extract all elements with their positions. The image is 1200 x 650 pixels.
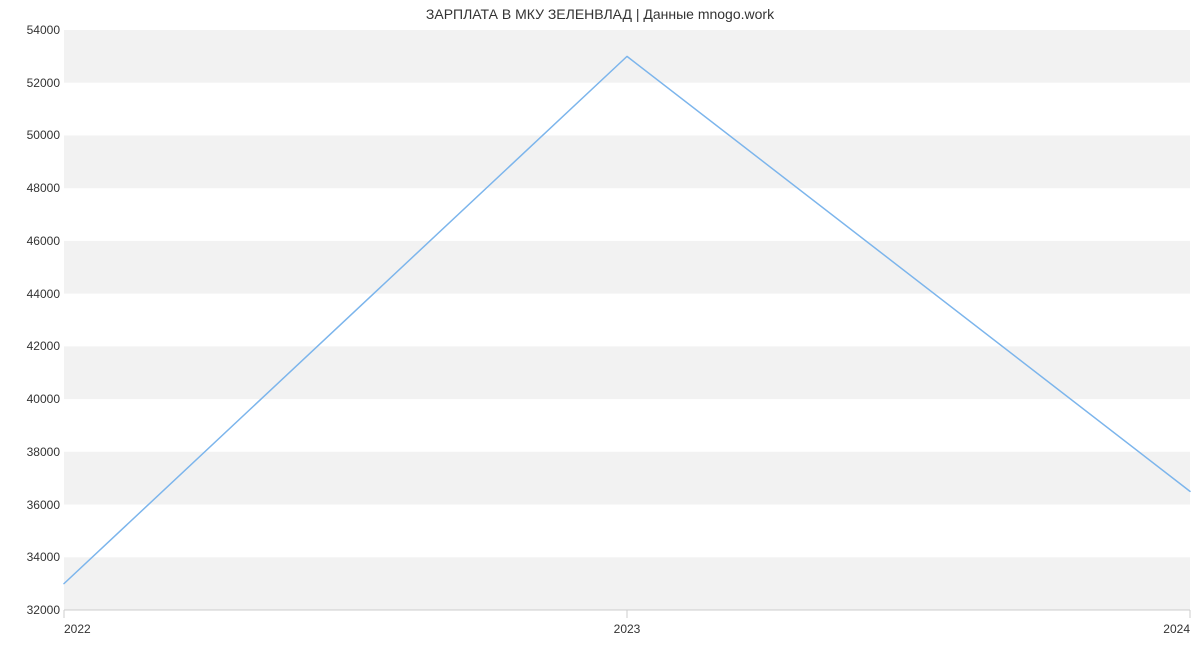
y-tick-label: 46000 bbox=[4, 234, 60, 248]
plot-area bbox=[64, 30, 1190, 610]
y-tick-label: 48000 bbox=[4, 181, 60, 195]
chart-title: ЗАРПЛАТА В МКУ ЗЕЛЕНВЛАД | Данные mnogo.… bbox=[0, 6, 1200, 22]
y-tick-label: 52000 bbox=[4, 76, 60, 90]
y-tick-label: 38000 bbox=[4, 445, 60, 459]
line-chart: ЗАРПЛАТА В МКУ ЗЕЛЕНВЛАД | Данные mnogo.… bbox=[0, 0, 1200, 650]
y-tick-label: 34000 bbox=[4, 550, 60, 564]
y-tick-label: 54000 bbox=[4, 23, 60, 37]
x-tick-label: 2024 bbox=[1163, 622, 1190, 636]
y-tick-label: 44000 bbox=[4, 287, 60, 301]
y-tick-label: 36000 bbox=[4, 498, 60, 512]
x-tick-label: 2022 bbox=[64, 622, 91, 636]
y-tick-label: 50000 bbox=[4, 128, 60, 142]
y-tick-label: 40000 bbox=[4, 392, 60, 406]
y-tick-label: 32000 bbox=[4, 603, 60, 617]
x-tick-label: 2023 bbox=[614, 622, 641, 636]
y-tick-label: 42000 bbox=[4, 339, 60, 353]
